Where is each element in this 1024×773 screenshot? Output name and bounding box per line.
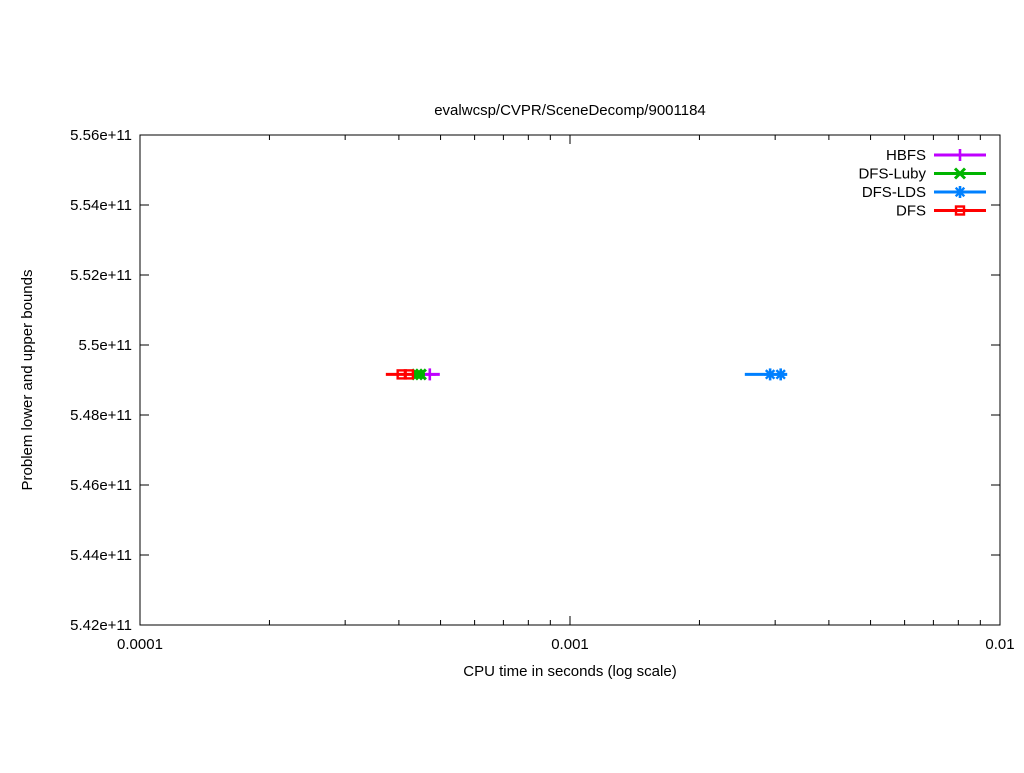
y-tick-label: 5.54e+11	[70, 197, 132, 214]
x-tick-label: 0.001	[551, 636, 589, 653]
y-axis-label: Problem lower and upper bounds	[19, 270, 36, 491]
legend-entry-DFS-LDS: DFS-LDS	[862, 184, 986, 201]
series-marker-HBFS	[423, 368, 436, 381]
legend-label-HBFS: HBFS	[886, 147, 926, 164]
legend-entry-DFS: DFS	[896, 203, 986, 220]
legend-label-DFS-Luby: DFS-Luby	[858, 166, 926, 183]
legend-label-DFS-LDS: DFS-LDS	[862, 184, 926, 201]
plot-area: 0.0001 0.001 0.01 5.42e+11 5.44e+11 5.46e+11 5…	[70, 127, 1014, 653]
legend-marker-DFS-LDS	[954, 186, 966, 198]
y-tick-label: 5.5e+11	[78, 337, 132, 354]
legend-marker-DFS-Luby	[953, 167, 967, 180]
series-marker-DFS-Luby	[414, 368, 427, 381]
y-tick-label: 5.44e+11	[70, 547, 132, 564]
plot-border	[139, 134, 1001, 626]
y-tick-label: 5.46e+11	[70, 477, 132, 494]
x-tick-label: 0.01	[985, 636, 1014, 653]
legend-entry-DFS-Luby: DFS-Luby	[858, 166, 986, 183]
chart-title: evalwcsp/CVPR/SceneDecomp/9001184	[434, 102, 706, 119]
series-marker-DFS	[403, 369, 415, 380]
y-tick-label: 5.42e+11	[70, 617, 132, 634]
series-layer	[385, 368, 788, 381]
series-marker-DFS-LDS	[774, 368, 787, 381]
y-tick-label: 5.52e+11	[70, 267, 132, 284]
legend-marker-DFS	[954, 205, 966, 216]
legend-marker-HBFS	[954, 149, 966, 161]
legend-entry-HBFS: HBFS	[886, 147, 986, 164]
x-tick-label: 0.0001	[117, 636, 163, 653]
x-axis-label: CPU time in seconds (log scale)	[463, 663, 676, 680]
y-tick-label: 5.56e+11	[70, 127, 132, 144]
legend-label-DFS: DFS	[896, 203, 926, 220]
series-marker-DFS-LDS	[764, 368, 777, 381]
y-tick-label: 5.48e+11	[70, 407, 132, 424]
